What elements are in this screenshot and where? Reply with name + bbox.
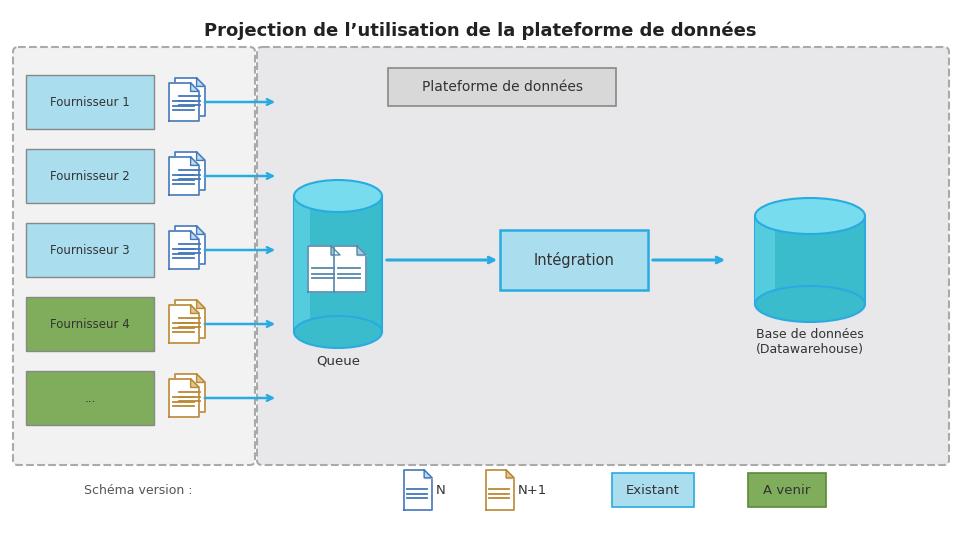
Text: Fournisseur 3: Fournisseur 3 [50,244,130,256]
Polygon shape [175,374,205,412]
Polygon shape [169,83,199,121]
Text: Queue: Queue [316,354,360,367]
Text: Fournisseur 1: Fournisseur 1 [50,96,130,109]
Polygon shape [334,246,366,292]
Polygon shape [424,470,432,478]
Text: Plateforme de données: Plateforme de données [421,80,583,94]
FancyBboxPatch shape [13,47,255,465]
Ellipse shape [755,286,865,322]
Polygon shape [191,83,199,91]
Text: Projection de l’utilisation de la plateforme de données: Projection de l’utilisation de la platef… [204,22,756,40]
Bar [26,223,154,277]
Text: Fournisseur 4: Fournisseur 4 [50,318,130,330]
Bar [755,216,865,304]
Bar [26,75,154,129]
Text: Schéma version :: Schéma version : [84,483,192,496]
Polygon shape [191,231,199,239]
Bar [294,196,310,332]
Polygon shape [197,374,205,382]
Bar [26,371,154,425]
Text: ...: ... [84,392,96,404]
Ellipse shape [294,180,382,212]
Ellipse shape [294,316,382,348]
Text: Intégration: Intégration [534,252,614,268]
Polygon shape [404,470,432,510]
Polygon shape [191,305,199,313]
Polygon shape [308,246,340,292]
Polygon shape [331,246,340,255]
Text: Base de données
(Datawarehouse): Base de données (Datawarehouse) [756,328,864,356]
Polygon shape [169,305,199,343]
Polygon shape [169,379,199,417]
Text: N: N [436,483,445,496]
Polygon shape [506,470,514,478]
FancyBboxPatch shape [257,47,949,465]
Bar [26,149,154,203]
Polygon shape [169,231,199,269]
Bar [388,68,616,106]
Bar [612,473,694,507]
Polygon shape [197,300,205,308]
Polygon shape [175,300,205,338]
Polygon shape [191,157,199,165]
Polygon shape [175,152,205,190]
Bar [755,216,775,304]
Polygon shape [175,78,205,116]
Ellipse shape [755,198,865,234]
Text: N+1: N+1 [518,483,547,496]
Polygon shape [197,78,205,86]
Bar [26,297,154,351]
Text: A venir: A venir [763,483,810,496]
Polygon shape [191,379,199,387]
Bar [294,196,382,332]
Text: Fournisseur 2: Fournisseur 2 [50,170,130,183]
Text: Existant: Existant [626,483,680,496]
Bar [748,473,826,507]
Polygon shape [169,157,199,195]
Polygon shape [486,470,514,510]
Polygon shape [175,226,205,264]
Polygon shape [197,152,205,160]
Bar [500,230,648,290]
Polygon shape [357,246,366,255]
Polygon shape [197,226,205,234]
